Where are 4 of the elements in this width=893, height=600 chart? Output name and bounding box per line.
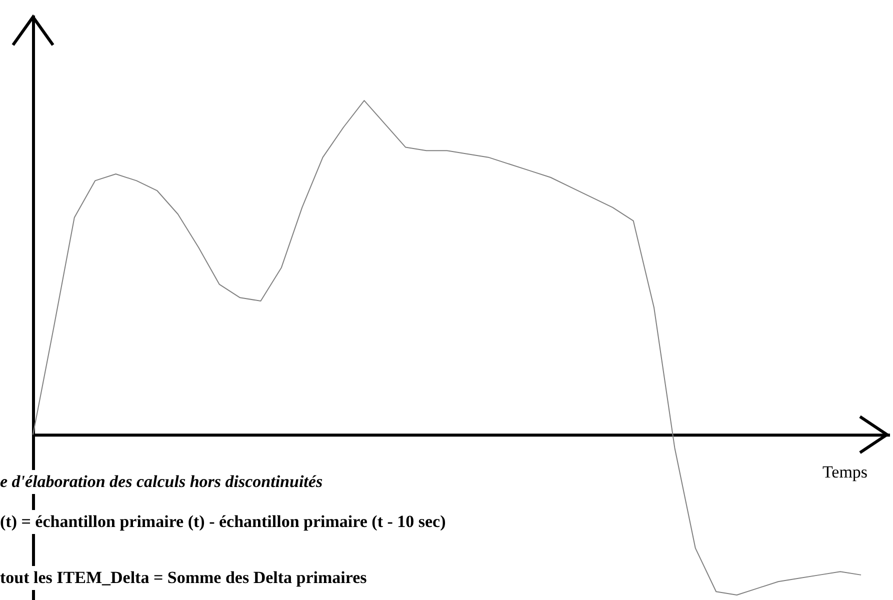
annotation: e d'élaboration des calculs hors discontinuités [0,470,323,494]
x-axis-title: Temps [822,462,868,482]
annotation: tout les ITEM_Delta = Somme des Delta primaires [0,566,367,590]
annotation: (t) = échantillon primaire (t) - échantillon primaire (t - 10 sec) [0,510,446,534]
